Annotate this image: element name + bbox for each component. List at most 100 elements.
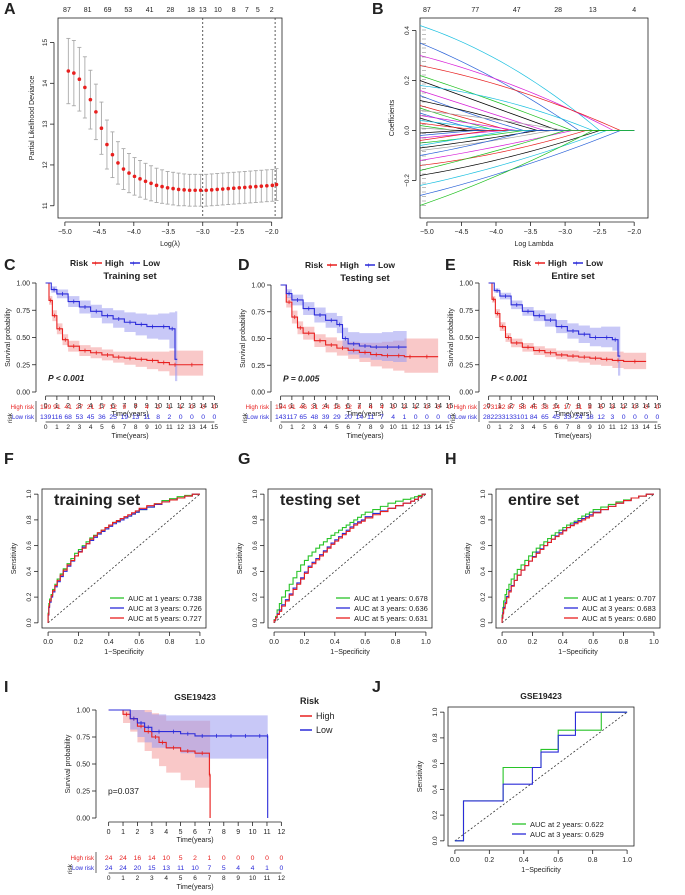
legend-label-high: High [340, 260, 359, 270]
risk-table-x-tick: 15 [446, 424, 454, 431]
risk-table-cell: 24 [105, 865, 113, 872]
plot-frame-A [57, 17, 283, 219]
risk-table-x-tick: 14 [435, 424, 443, 431]
risk-table-cell: 1 [179, 404, 183, 411]
risk-table-x-tick: 0 [44, 424, 48, 431]
panel-label-E: E [445, 257, 456, 274]
x-axis-label: Time(years) [176, 837, 213, 844]
risk-table-x-tick: 4 [532, 424, 536, 431]
deviance-point [127, 171, 131, 175]
deviance-point [77, 77, 82, 82]
high-risk-survival-curve [45, 282, 204, 366]
deviance-point [215, 187, 220, 192]
y-axis-label: Survival probability [65, 734, 72, 793]
risk-table-cell: 2 [402, 404, 406, 411]
legend-title: Risk [300, 696, 320, 706]
risk-table-cell: 53 [76, 414, 84, 421]
risk-table-cell: 0 [212, 404, 216, 411]
x-tick-label: 0.6 [553, 857, 563, 864]
panel-label-H: H [445, 451, 457, 468]
risk-table-cell: 139 [40, 404, 52, 411]
legend-label-high: High [548, 258, 567, 268]
top-tick-label: 18 [187, 7, 195, 14]
legend-label: AUC at 5 years: 0.727 [128, 614, 202, 623]
legend-label: AUC at 1 years: 0.738 [128, 594, 202, 603]
roc-curve-2 [47, 493, 200, 623]
y-tick-label: 0.4 [252, 566, 259, 575]
x-axis-label: Time(years) [111, 411, 148, 418]
x-tick-label: −4.0 [489, 229, 503, 236]
roc-curve-3 [273, 493, 426, 623]
x-tick-label: 1.0 [195, 639, 205, 646]
x-tick-label: 0.0 [497, 639, 507, 646]
coefficient-path [419, 117, 635, 131]
risk-table-row-label: High risk [454, 405, 478, 411]
y-tick-label: 0.0 [432, 836, 439, 845]
risk-table-cell: 65 [299, 414, 307, 421]
x-tick-label: 0.8 [165, 639, 175, 646]
risk-table-cell: 0 [447, 414, 451, 421]
x-tick-label: 2 [509, 403, 513, 410]
risk-table-cell: 0 [644, 414, 648, 421]
x-tick-label: 10 [154, 403, 162, 410]
y-tick-label: 0.00 [76, 816, 90, 823]
y-tick-label: 0.6 [252, 541, 259, 550]
low-risk-survival-curve [108, 709, 269, 818]
y-tick-label: 1.0 [480, 489, 487, 498]
x-tick-label: 0.6 [360, 639, 370, 646]
y-tick-label: 14 [42, 79, 49, 87]
risk-table-cell: 24 [322, 404, 330, 411]
risk-table-cell: 0 [447, 404, 451, 411]
coefficient-path [419, 130, 635, 161]
risk-table-cell: 14 [356, 414, 364, 421]
risk-table-cell: 0 [436, 404, 440, 411]
deviance-point [242, 185, 247, 190]
coefficient-path [419, 90, 635, 131]
risk-table-x-tick: 3 [78, 424, 82, 431]
x-tick-label: 0.4 [519, 857, 529, 864]
risk-table-title: risk [67, 863, 74, 874]
x-tick-label: 1 [121, 829, 125, 836]
legend-title: Risk [70, 258, 88, 268]
deviance-point [209, 188, 214, 192]
risk-table-title: risk [242, 412, 249, 423]
risk-table-x-tick: 8 [134, 424, 138, 431]
risk-table-row-label: Low risk [247, 415, 270, 421]
risk-table-x-tick: 11 [609, 424, 616, 431]
panel-label-J: J [372, 679, 381, 696]
y-tick-label: 0.75 [76, 735, 90, 742]
coefficient-path [419, 130, 635, 144]
low-risk-survival-curve [45, 282, 178, 360]
panel-title: testing set [280, 492, 361, 509]
coefficient-path [419, 85, 635, 131]
legend-label-low: Low [378, 260, 395, 270]
risk-table-x-tick: 7 [358, 424, 362, 431]
risk-table-x-tick: 8 [577, 424, 581, 431]
risk-table-cell: 0 [190, 414, 194, 421]
legend-label-low: Low [586, 258, 603, 268]
risk-table-cell: 117 [286, 414, 297, 421]
x-tick-label: 2 [301, 403, 305, 410]
risk-table-cell: 14 [148, 855, 156, 862]
risk-table-cell: 19 [121, 414, 129, 421]
risk-table-cell: 48 [311, 414, 319, 421]
legend-label: AUC at 3 years: 0.683 [582, 604, 656, 613]
risk-table-x-tick: 14 [200, 424, 208, 431]
y-tick-label: 0.2 [26, 592, 33, 601]
risk-table-x-tick: 5 [335, 424, 339, 431]
risk-table-cell: 33 [541, 404, 549, 411]
x-tick-label: 0.6 [588, 639, 598, 646]
deviance-point [187, 188, 192, 193]
risk-table-cell: 0 [622, 414, 626, 421]
coefficient-path [419, 127, 635, 131]
risk-table-title: risk [7, 412, 14, 423]
risk-table-cell: 0 [414, 414, 418, 421]
risk-table-x-tick: 10 [249, 875, 257, 882]
plot-frame-H [495, 488, 661, 629]
risk-table-x-tick: 6 [346, 424, 350, 431]
top-tick-label: 10 [214, 7, 222, 14]
risk-table-cell: 16 [333, 404, 341, 411]
x-tick-label: 0.4 [558, 639, 568, 646]
risk-table-x-tick: 13 [631, 424, 639, 431]
coefficient-path [419, 130, 635, 136]
